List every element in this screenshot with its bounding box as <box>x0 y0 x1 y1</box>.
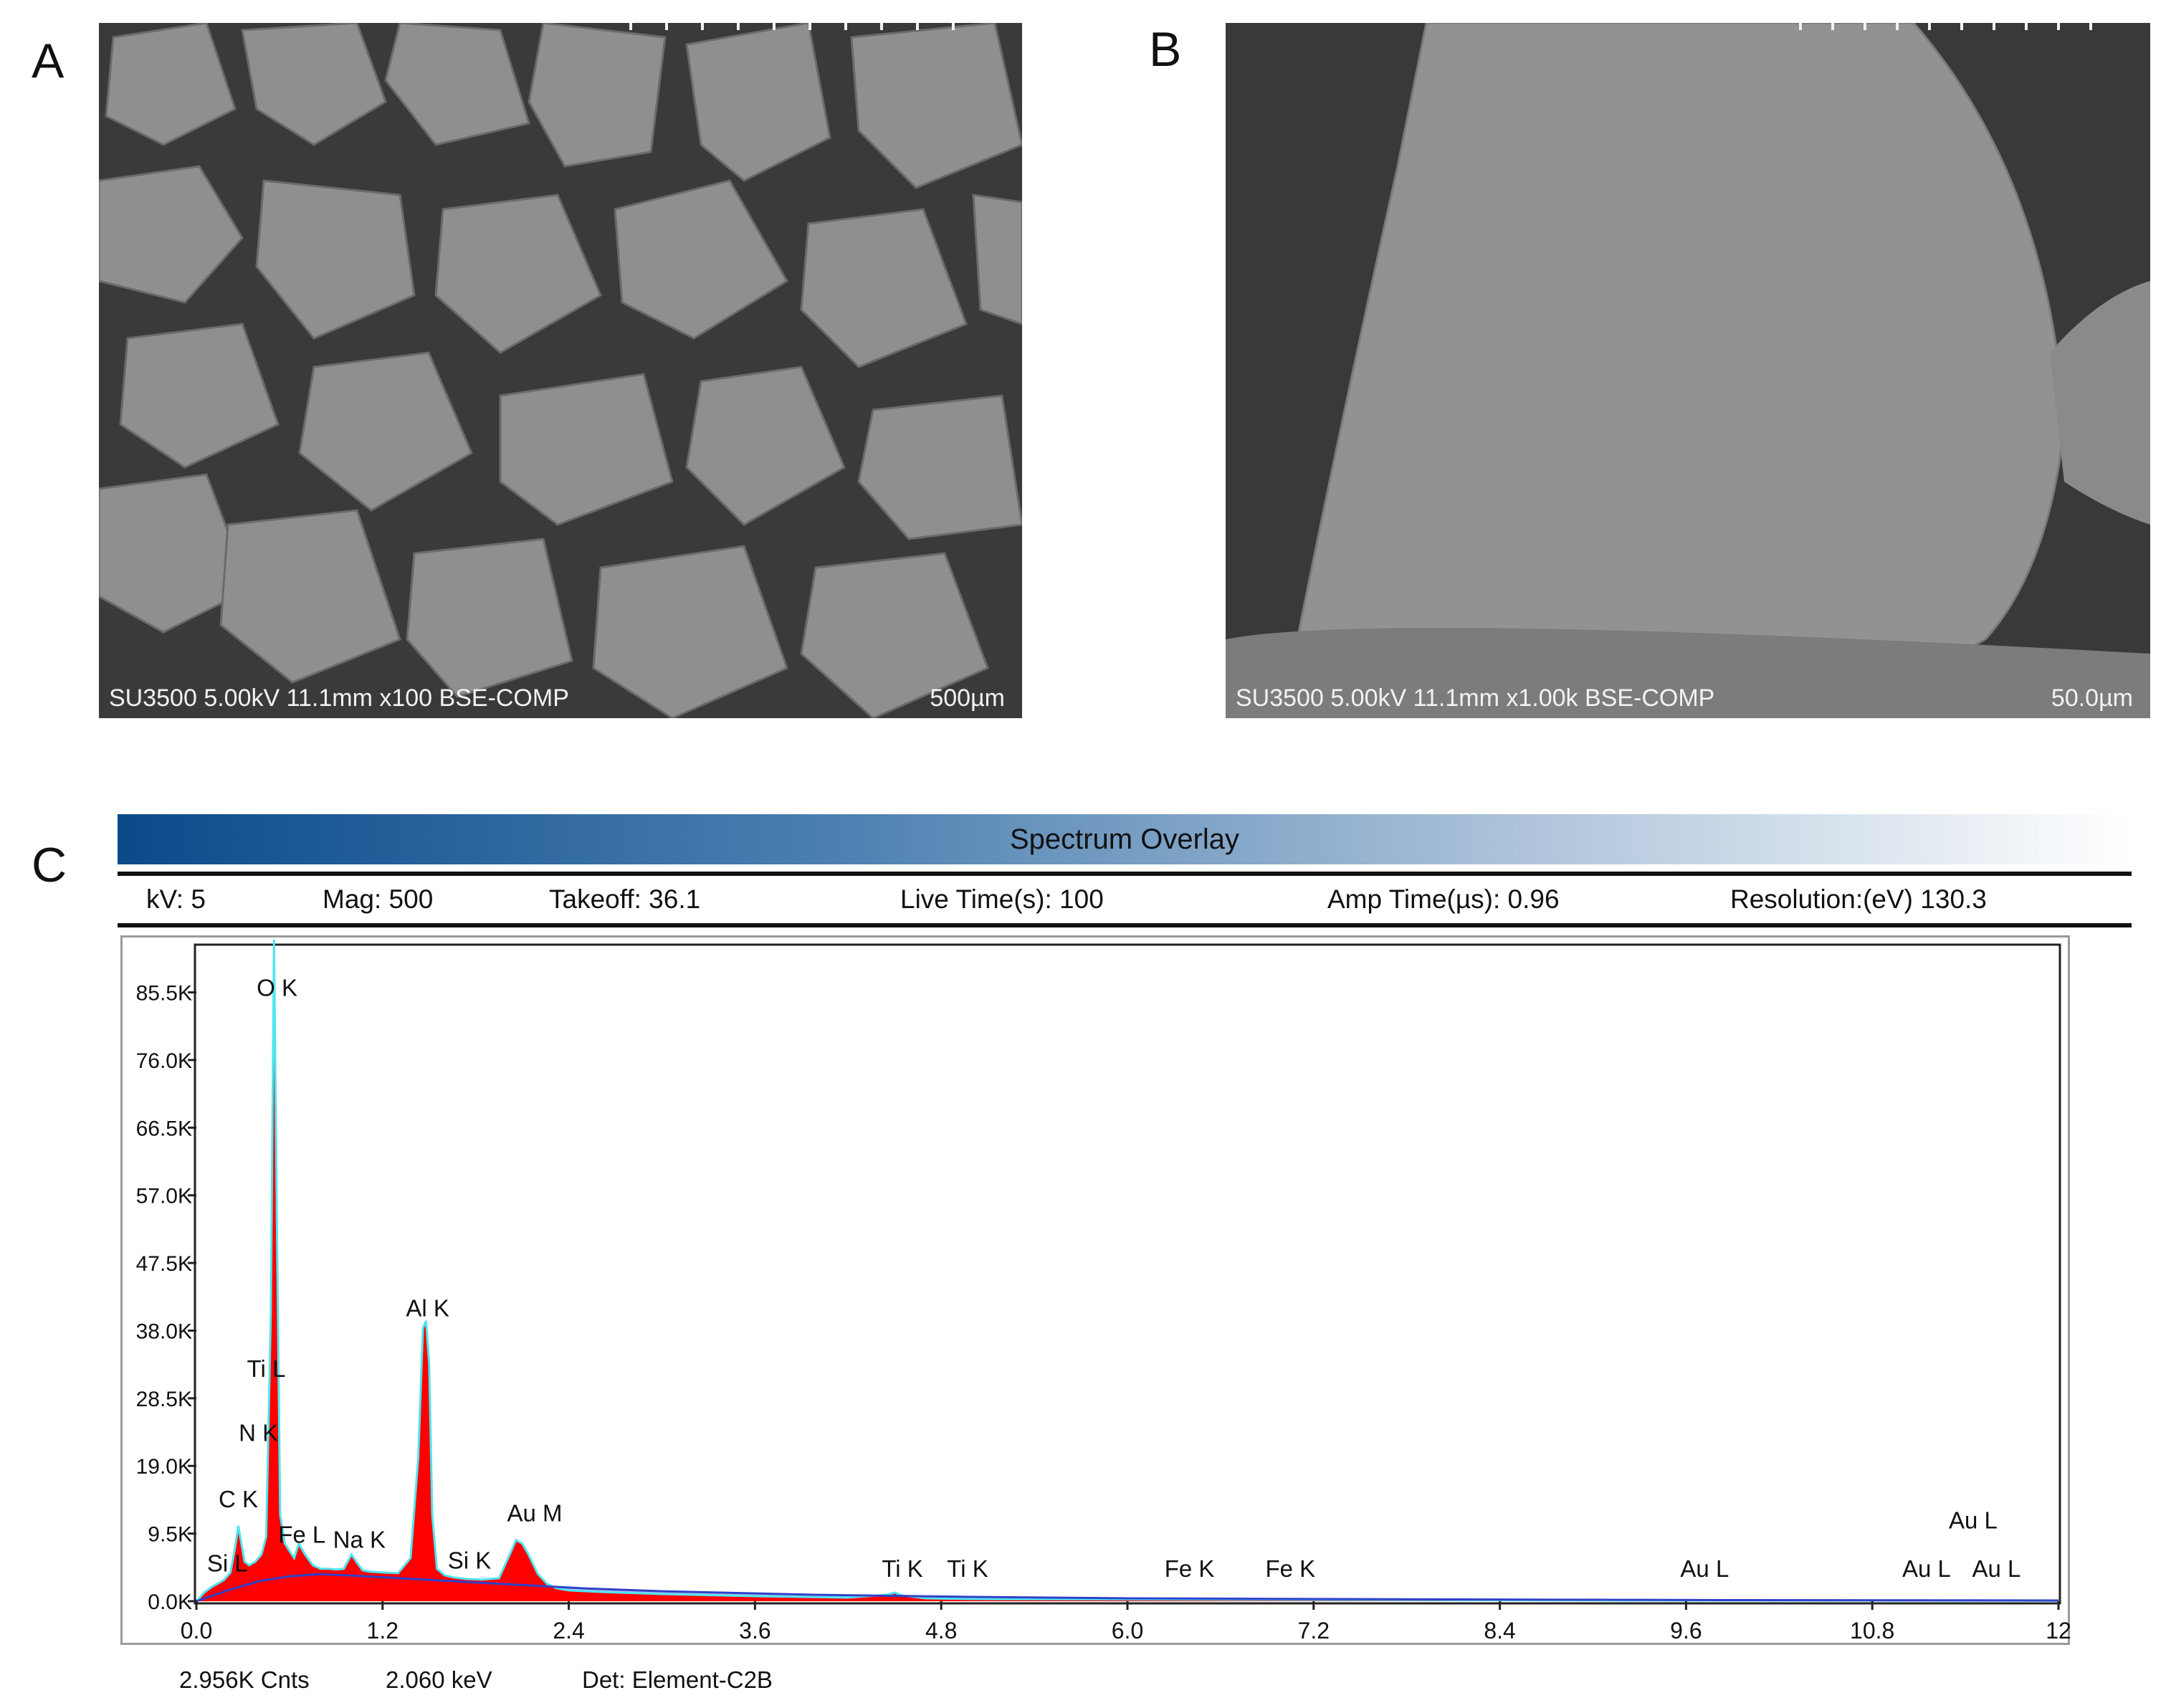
peak-label: Au L <box>1902 1555 1951 1582</box>
y-tick-label: 38.0K <box>136 1320 192 1343</box>
x-tick-label: 0.0 <box>181 1618 212 1643</box>
footer-detector: Det: Element-C2B <box>582 1666 773 1693</box>
y-tick-label: 47.5K <box>136 1252 192 1276</box>
peak-label: Si K <box>448 1547 492 1573</box>
y-tick-label: 19.0K <box>136 1455 192 1479</box>
sem-image-a: SU3500 5.00kV 11.1mm x100 BSE-COMP 500µm <box>99 23 1022 718</box>
param-mag: Mag: 500 <box>323 884 434 914</box>
peak-label: Na K <box>333 1526 386 1552</box>
panel-letter-c: C <box>32 838 67 892</box>
x-tick-label: 3.6 <box>739 1618 770 1643</box>
header-rule-top <box>118 872 2132 876</box>
panel-letter-a: A <box>32 34 65 88</box>
peak-label: O K <box>257 975 297 1001</box>
peak-label: Au M <box>507 1500 562 1527</box>
y-tick-label: 28.5K <box>136 1388 192 1411</box>
peak-label: Au L <box>1680 1555 1729 1582</box>
sem-image-b: SU3500 5.00kV 11.1mm x1.00k BSE-COMP 50.… <box>1226 23 2150 718</box>
peak-label: Ti K <box>882 1555 922 1582</box>
scale-ticks-b <box>1799 23 2092 30</box>
peak-label: Ti K <box>947 1555 988 1582</box>
x-tick-label: 2.4 <box>553 1618 584 1643</box>
panel-letter-b: B <box>1149 22 1182 77</box>
y-tick-label: 57.0K <box>136 1185 192 1208</box>
y-tick-label: 76.0K <box>136 1049 192 1073</box>
peak-label: Au L <box>1949 1507 1998 1534</box>
spectrum-title-bar: Spectrum Overlay <box>118 814 2132 864</box>
x-tick-label: 1.2 <box>367 1618 399 1643</box>
param-takeoff: Takeoff: 36.1 <box>549 884 701 914</box>
sem-particles-a <box>99 23 1022 718</box>
x-tick-label: 6.0 <box>1112 1618 1143 1643</box>
peak-label: Al K <box>406 1295 449 1322</box>
spectrum-frame <box>120 935 2070 1645</box>
x-tick-label: 9.6 <box>1670 1618 1702 1643</box>
footer-energy: 2.060 keV <box>386 1666 492 1693</box>
spectrum-area <box>196 946 2058 1601</box>
param-amp-time: Amp Time(µs): 0.96 <box>1327 884 1560 914</box>
x-tick-label: 4.8 <box>925 1618 957 1643</box>
peak-label: C K <box>219 1486 258 1512</box>
x-tick-label: 8.4 <box>1484 1618 1515 1643</box>
y-tick-label: 66.5K <box>136 1117 192 1140</box>
footer-counts: 2.956K Cnts <box>179 1666 310 1693</box>
plot-area-border <box>194 943 2061 1605</box>
spectrum-overlay-line <box>195 939 2059 1603</box>
peak-label: Au L <box>1972 1555 2020 1582</box>
y-tick-label: 9.5K <box>148 1523 192 1547</box>
peak-label: Fe L <box>278 1522 325 1548</box>
x-tick-label: 10.8 <box>1850 1618 1894 1643</box>
peak-label: N K <box>239 1419 278 1446</box>
sem-info-b: SU3500 5.00kV 11.1mm x1.00k BSE-COMP <box>1236 684 1715 712</box>
y-axis: 0.0K 9.5K 19.0K 28.5K 38.0K 47.5K 57.0K 66.5K 76… <box>136 982 196 1614</box>
peak-labels: O K Al K Ti L N K C K Si L Fe L Na K Au M Si K Ti … <box>207 975 2020 1583</box>
background-line <box>196 1573 2059 1603</box>
sem-scale-b: 50.0µm <box>2051 684 2133 712</box>
peak-label: Fe K <box>1265 1555 1315 1582</box>
sem-info-a: SU3500 5.00kV 11.1mm x100 BSE-COMP <box>109 684 569 712</box>
param-kv: kV: 5 <box>146 884 206 914</box>
peak-label: Si L <box>207 1550 248 1576</box>
y-tick-label: 85.5K <box>136 982 192 1006</box>
sem-scale-a: 500µm <box>930 684 1005 712</box>
scale-ticks-a <box>629 23 955 30</box>
peak-label: Ti L <box>247 1355 286 1382</box>
x-tick-label: 12 <box>2046 1618 2071 1643</box>
header-rule-bottom <box>118 923 2132 927</box>
param-live-time: Live Time(s): 100 <box>900 884 1104 914</box>
y-tick-label: 0.0K <box>148 1590 192 1614</box>
sem-particle-b <box>1226 23 2150 718</box>
x-axis: 0.0 1.2 2.4 3.6 4.8 6.0 7.2 8.4 9.6 10.8 12 <box>181 1601 2071 1643</box>
x-tick-label: 7.2 <box>1298 1618 1330 1643</box>
param-resolution: Resolution:(eV) 130.3 <box>1730 884 1987 914</box>
peak-label: Fe K <box>1165 1555 1215 1582</box>
